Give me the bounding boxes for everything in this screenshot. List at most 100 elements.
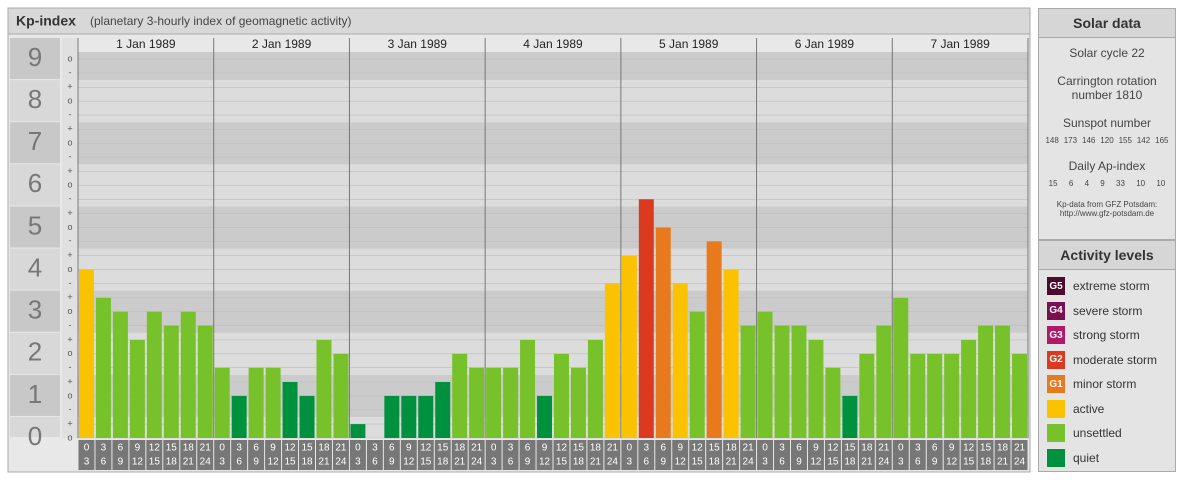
bar (706, 241, 722, 438)
bar (486, 367, 502, 438)
x-tick-label: 15 (963, 457, 975, 468)
bar (604, 283, 620, 438)
title-bar (7, 7, 1031, 35)
bar (723, 269, 739, 438)
x-tick-label: 12 (556, 443, 568, 454)
panel-title: Activity levels (1039, 241, 1175, 270)
x-tick-label: 9 (525, 457, 531, 468)
x-tick-box (740, 440, 757, 470)
bar (282, 382, 298, 438)
bar (146, 311, 162, 438)
bar (740, 325, 756, 438)
legend-item: unsettled (1039, 421, 1175, 446)
minor-tick-label: - (69, 320, 72, 330)
x-tick-label: 0 (219, 443, 225, 454)
minor-tick-label: + (67, 124, 72, 134)
legend-swatch: G3 (1047, 326, 1065, 345)
kp-chart: Kp-index (planetary 3-hourly index of ge… (7, 7, 1031, 473)
bar (842, 395, 858, 438)
x-tick-label: 9 (135, 443, 141, 454)
panel-title: Solar data (1039, 9, 1175, 38)
x-tick-label: 15 (284, 457, 296, 468)
legend-label: severe storm (1073, 303, 1143, 318)
y-band (10, 374, 60, 416)
x-tick-box (570, 440, 587, 470)
y-band (10, 248, 60, 290)
x-tick-label: 18 (844, 457, 856, 468)
x-tick-label: 3 (508, 443, 514, 454)
day-header (78, 38, 214, 52)
bar (689, 311, 705, 438)
x-tick-label: 12 (810, 457, 822, 468)
legend-swatch: G2 (1047, 350, 1065, 369)
x-tick-label: 12 (420, 443, 432, 454)
x-tick-label: 18 (318, 443, 330, 454)
legend-item: G1 minor storm (1039, 372, 1175, 397)
x-tick-label: 18 (573, 457, 585, 468)
x-tick-label: 18 (709, 457, 721, 468)
x-tick-box (265, 440, 282, 470)
legend-label: unsettled (1073, 426, 1122, 441)
x-tick-box (95, 440, 112, 470)
x-tick-box (604, 440, 621, 470)
minor-tick-label: + (67, 334, 72, 344)
x-tick-label: 24 (607, 457, 619, 468)
x-tick-label: 18 (590, 443, 602, 454)
y-band (10, 332, 60, 374)
y-tick-label: 4 (28, 252, 42, 282)
bar (435, 382, 451, 438)
legend-label: quiet (1073, 450, 1100, 465)
x-tick-box (977, 440, 994, 470)
x-tick-box (78, 440, 95, 470)
x-tick-label: 3 (355, 457, 361, 468)
x-tick-label: 9 (118, 457, 124, 468)
legend-label: strong storm (1073, 328, 1140, 343)
x-tick-label: 18 (454, 443, 466, 454)
x-tick-label: 18 (301, 457, 313, 468)
x-tick-box (841, 440, 858, 470)
ap-value: 4 (1084, 179, 1090, 188)
carrington: Carrington rotation number 1810 (1057, 74, 1157, 102)
x-tick-label: 9 (389, 457, 395, 468)
chart-subtitle: (planetary 3-hourly index of geomagnetic… (90, 14, 351, 28)
x-tick-label: 6 (644, 457, 650, 468)
x-tick-label: 9 (542, 443, 548, 454)
bar (418, 395, 434, 438)
x-tick-label: 12 (963, 443, 975, 454)
x-tick-label: 9 (660, 457, 666, 468)
x-tick-box (434, 440, 451, 470)
bar (316, 339, 332, 438)
y-band (10, 416, 60, 437)
bar (995, 325, 1011, 438)
x-tick-label: 0 (491, 443, 497, 454)
bar (299, 395, 315, 438)
day-header (620, 38, 757, 52)
bar (401, 395, 417, 438)
minor-tick-label: + (67, 376, 72, 386)
x-tick-box (180, 440, 197, 470)
bar (384, 395, 400, 438)
x-tick-label: 9 (813, 443, 819, 454)
x-tick-box (214, 440, 231, 470)
legend-item: G3 strong storm (1039, 323, 1175, 348)
x-tick-label: 6 (389, 443, 395, 454)
bar (570, 367, 586, 438)
ap-value: 9 (1100, 179, 1105, 188)
x-tick-label: 21 (335, 443, 347, 454)
x-tick-label: 21 (1014, 443, 1026, 454)
sunspot-list: 148 173 146 120 155 142 165 (1043, 136, 1171, 145)
x-tick-box (417, 440, 434, 470)
x-tick-label: 21 (590, 457, 602, 468)
ap-title: Daily Ap-index (1068, 159, 1146, 173)
day-label: 6 Jan 1989 (795, 37, 855, 51)
x-tick-label: 15 (556, 457, 568, 468)
day-header (213, 38, 350, 52)
bar (503, 367, 519, 438)
x-tick-label: 3 (84, 457, 90, 468)
activity-panel: Activity levels G5 extreme storm G4 severe … (1038, 240, 1176, 472)
x-tick-box (231, 440, 248, 470)
bar (95, 297, 111, 438)
bar (672, 283, 688, 438)
x-tick-box (553, 440, 570, 470)
y-tick-label: 5 (28, 210, 42, 240)
